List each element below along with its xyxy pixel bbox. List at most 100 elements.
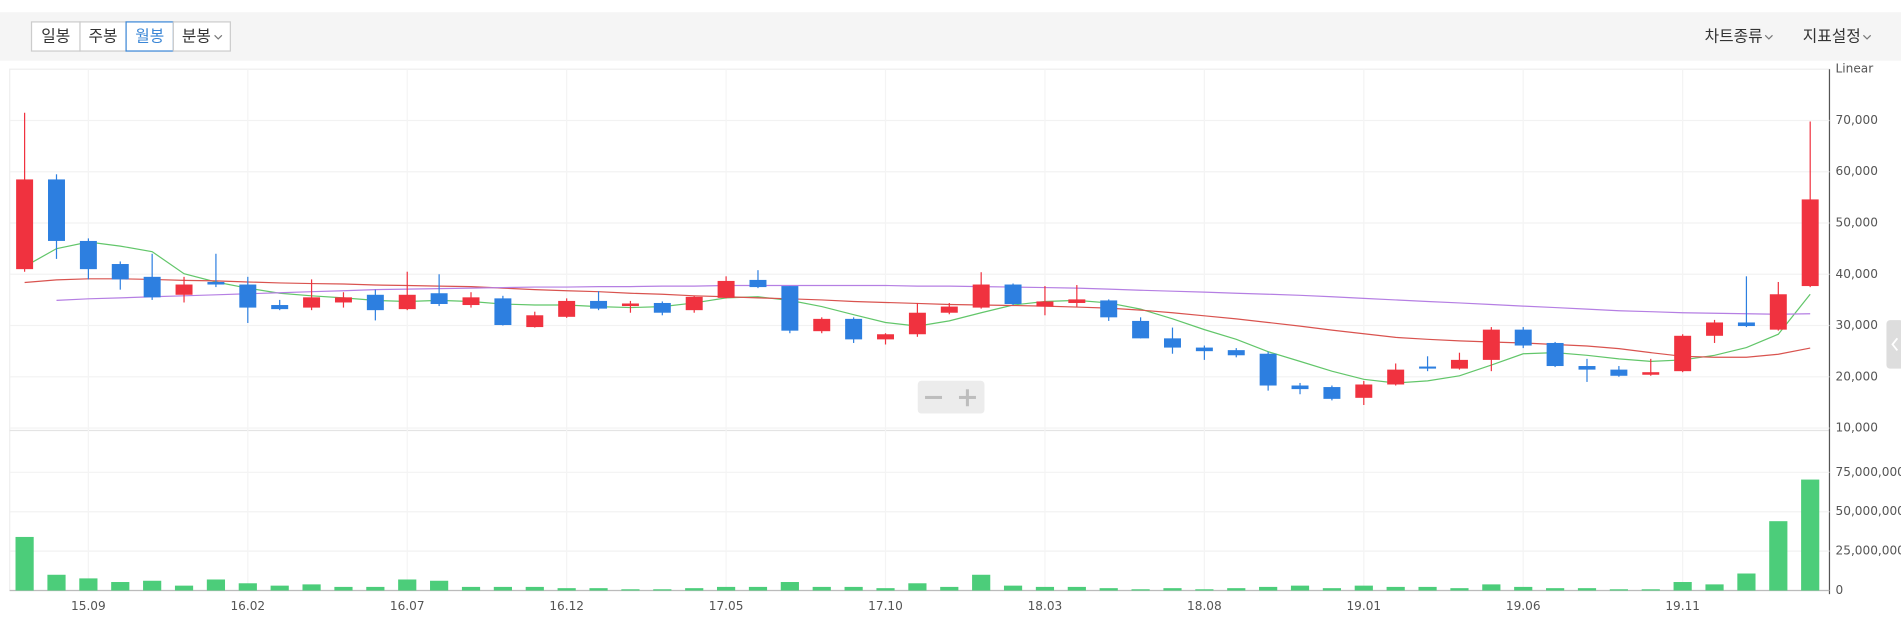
candle-body (845, 318, 863, 340)
volume-bar (1163, 588, 1182, 591)
side-tab[interactable] (1886, 320, 1901, 369)
volume-bar (780, 582, 799, 591)
candle-body (1514, 329, 1532, 346)
y-tick-label: 70,000 (1836, 113, 1878, 127)
x-tick-label: 17.05 (709, 599, 744, 613)
candle-body (1004, 284, 1022, 305)
volume-bar (844, 586, 863, 591)
menu-button[interactable]: 차트종류 (1705, 27, 1763, 46)
candle-body (494, 298, 512, 326)
candle-body (685, 296, 703, 311)
candle-body (1546, 342, 1564, 367)
volume-bar (1227, 588, 1246, 591)
candle-body (1100, 300, 1118, 318)
candle-body (271, 305, 289, 310)
candle-body (366, 294, 384, 311)
volume-bar (557, 588, 576, 591)
period-button-label[interactable]: 월봉 (135, 27, 164, 46)
candle-body (1642, 372, 1660, 375)
x-tick-label: 16.12 (549, 599, 584, 613)
candle-body (1801, 199, 1819, 287)
candle-body (1323, 387, 1341, 399)
x-tick-label: 16.07 (390, 599, 425, 613)
toolbar (0, 12, 1901, 61)
candle-body (749, 279, 767, 288)
volume-bar (334, 586, 353, 591)
candle-body (303, 297, 321, 308)
candle-body (175, 284, 193, 295)
volume-bar (1641, 589, 1660, 591)
zoom-control[interactable] (917, 380, 985, 414)
volume-bar (143, 580, 162, 591)
y-tick-label: 60,000 (1836, 164, 1878, 178)
candle-body (143, 276, 161, 298)
volume-bar (1801, 479, 1820, 591)
candle-body (1291, 385, 1309, 390)
candle-body (717, 280, 735, 298)
candle-body (940, 306, 958, 313)
candle-body (1578, 366, 1596, 370)
volume-bar (47, 574, 66, 591)
candle-body (1610, 369, 1628, 376)
volume-tick-label: 75,000,000 (1836, 465, 1901, 479)
candle-body (621, 303, 639, 307)
candle-body (1450, 359, 1468, 369)
y-tick-label: 40,000 (1836, 267, 1878, 281)
period-button-label[interactable]: 주봉 (89, 27, 118, 46)
candle-body (813, 318, 831, 332)
volume-bar (1290, 585, 1310, 591)
volume-bar (270, 585, 289, 591)
candle-body (972, 284, 990, 308)
candle-body (1227, 350, 1245, 356)
scale-label: Linear (1836, 62, 1874, 76)
period-button[interactable] (79, 21, 127, 52)
volume-bar (972, 574, 991, 591)
candle-body (1195, 347, 1213, 352)
volume-bar (1737, 573, 1756, 591)
volume-bar (1131, 589, 1150, 591)
volume-bar (1035, 586, 1055, 591)
y-tick-label: 20,000 (1836, 369, 1878, 383)
volume-bar (812, 586, 831, 591)
candle-body (398, 294, 416, 310)
candle-body (1387, 369, 1405, 385)
volume-bar (1482, 584, 1501, 591)
period-button-label[interactable]: 일봉 (41, 27, 70, 46)
volume-bar (1673, 582, 1692, 591)
volume-bar (940, 586, 959, 591)
candle-body (79, 240, 97, 270)
volume-bar (1769, 521, 1788, 591)
volume-bar (1609, 589, 1628, 591)
volume-bar (398, 579, 417, 591)
volume-bar (748, 586, 768, 591)
candle-body (908, 312, 926, 335)
candle-body (1706, 322, 1724, 336)
candle-body (1163, 338, 1181, 348)
volume-bar (79, 578, 98, 591)
candle-body (1674, 335, 1692, 372)
volume-bar (525, 586, 544, 591)
volume-bar (1450, 588, 1469, 591)
candle-body (111, 264, 129, 280)
x-tick-label: 19.11 (1665, 599, 1700, 613)
x-tick-label: 17.10 (868, 599, 903, 613)
candle-body (334, 297, 352, 303)
period-button[interactable] (125, 21, 174, 52)
dropdown-chevron (1764, 34, 1773, 40)
volume-bar (174, 585, 194, 591)
candle-body (526, 315, 544, 328)
y-tick-label: 30,000 (1836, 318, 1878, 332)
menu-button[interactable]: 지표설정 (1803, 27, 1861, 46)
y-tick-label: 10,000 (1836, 421, 1878, 435)
candle-body (653, 302, 671, 313)
volume-bar (1577, 588, 1597, 591)
volume-bar (1418, 586, 1437, 591)
candle-body (1068, 299, 1086, 303)
moving-average-line (56, 284, 1811, 315)
period-button-label[interactable]: 분봉 (182, 27, 211, 46)
candle-body (558, 300, 576, 317)
x-tick-label: 18.03 (1028, 599, 1063, 613)
volume-bar (493, 586, 512, 591)
volume-bar (621, 589, 640, 591)
